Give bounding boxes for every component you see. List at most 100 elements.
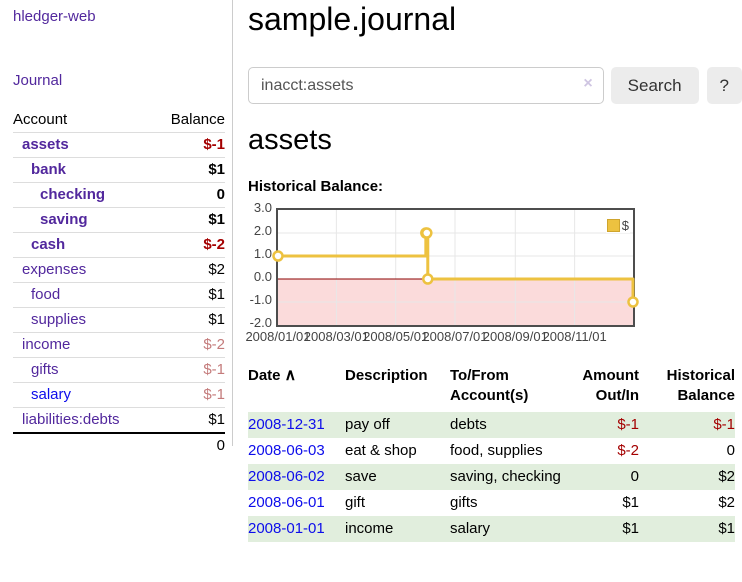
account-link[interactable]: liabilities:debts: [22, 411, 120, 428]
page-title: sample.journal: [248, 1, 457, 37]
account-balance: $1: [208, 211, 225, 228]
transaction-balance: 0: [726, 442, 735, 459]
account-balance: $1: [208, 411, 225, 428]
account-row: gifts $-1: [13, 357, 225, 383]
main-content: sample.journal × Search ? assets Histori…: [245, 0, 742, 542]
account-balance: $1: [208, 311, 225, 328]
search-form: × Search ?: [248, 67, 742, 104]
transaction-amount: $1: [622, 520, 639, 537]
transaction-accounts: debts: [450, 416, 487, 433]
account-balance: $-1: [203, 136, 225, 153]
account-balance: $2: [208, 261, 225, 278]
account-row: cash $-2: [13, 232, 225, 258]
column-header-accounts: To/From Account(s): [450, 367, 529, 404]
transaction-description: income: [345, 520, 394, 537]
account-row: income $-2: [13, 332, 225, 358]
chart-legend: $: [605, 218, 630, 233]
transaction-accounts: saving, checking: [450, 468, 561, 485]
transaction-date-link[interactable]: 2008-06-03: [248, 442, 325, 459]
account-link[interactable]: food: [31, 286, 61, 303]
account-row: liabilities:debts $1: [13, 407, 225, 434]
account-link[interactable]: salary: [31, 386, 72, 403]
legend-label: $: [621, 218, 629, 233]
register-row: 2008-06-03 eat & shop food, supplies $-2…: [248, 438, 735, 464]
transaction-amount: $1: [622, 494, 639, 511]
register-row: 2008-06-01 gift gifts $1 $2: [248, 490, 735, 516]
transaction-date-link[interactable]: 2008-06-01: [248, 494, 325, 511]
account-tree: Account Balance assets $-1 bank $1 check…: [13, 108, 225, 458]
help-button[interactable]: ?: [706, 67, 742, 104]
chart-canvas: [272, 210, 639, 325]
transaction-description: pay off: [345, 416, 390, 433]
account-link[interactable]: supplies: [31, 311, 87, 328]
transaction-amount: $-1: [617, 416, 639, 433]
y-tick-label: 2.0: [253, 223, 272, 238]
account-balance: $-1: [203, 386, 225, 403]
register-table: Date ∧ Description To/From Account(s) Amo…: [248, 364, 735, 542]
x-tick-label: 2008/03/01: [303, 329, 369, 344]
column-header-balance: Historical Balance: [666, 367, 735, 404]
x-tick-label: 2008/07/01: [422, 329, 488, 344]
account-balance: $1: [208, 161, 225, 178]
account-row: saving $1: [13, 207, 225, 233]
transaction-balance: $1: [718, 520, 735, 537]
account-balance: $-2: [203, 236, 225, 253]
account-column-header: Account: [13, 111, 68, 128]
search-button[interactable]: Search: [610, 67, 699, 104]
transaction-accounts: gifts: [450, 494, 478, 511]
sidebar: hledger-web Journal Account Balance asse…: [0, 0, 233, 454]
account-link[interactable]: cash: [31, 236, 66, 253]
y-tick-label: 0.0: [253, 269, 272, 284]
account-balance: $1: [208, 286, 225, 303]
register-row: 2008-06-02 save saving, checking 0 $2: [248, 464, 735, 490]
transaction-description: gift: [345, 494, 366, 511]
transaction-balance: $-1: [713, 416, 735, 433]
column-header-amount: Amount Out/In: [582, 367, 639, 404]
account-row: expenses $2: [13, 257, 225, 283]
account-link[interactable]: income: [22, 336, 71, 353]
transaction-accounts: salary: [450, 520, 491, 537]
chart-plot-area: $: [272, 208, 639, 327]
account-balance: $-2: [203, 336, 225, 353]
transaction-balance: $2: [718, 494, 735, 511]
account-link[interactable]: saving: [40, 211, 88, 228]
account-heading: assets: [248, 124, 332, 156]
legend-swatch-icon: [606, 219, 620, 232]
register-row: 2008-01-01 income salary $1 $1: [248, 516, 735, 542]
account-row: supplies $1: [13, 307, 225, 333]
account-row: checking 0: [13, 182, 225, 208]
chart-title: Historical Balance:: [248, 178, 384, 195]
register-row: 2008-12-31 pay off debts $-1 $-1: [248, 412, 735, 438]
transaction-balance: $2: [718, 468, 735, 485]
historical-balance-chart: 3.0 2.0 1.0 0.0 -1.0 -2.0 $ 2008/01/01 2008/03…: [245, 200, 742, 347]
account-row: assets $-1: [13, 132, 225, 158]
transaction-date-link[interactable]: 2008-06-02: [248, 468, 325, 485]
x-tick-label: 2008/01/01: [245, 329, 311, 344]
account-link[interactable]: gifts: [31, 361, 59, 378]
account-balance: 0: [216, 186, 225, 203]
clear-search-icon[interactable]: ×: [583, 75, 593, 92]
x-tick-label: 2008/11/01: [542, 329, 607, 344]
account-tree-header: Account Balance: [13, 108, 225, 133]
column-header-description: Description: [345, 367, 428, 384]
account-total: 0: [216, 437, 225, 454]
search-input[interactable]: [248, 67, 604, 104]
sort-ascending-icon: ∧: [284, 367, 297, 384]
y-tick-label: 1.0: [253, 246, 272, 261]
account-row: food $1: [13, 282, 225, 308]
transaction-date-link[interactable]: 2008-01-01: [248, 520, 325, 537]
account-link[interactable]: expenses: [22, 261, 87, 278]
account-link[interactable]: checking: [40, 186, 106, 203]
transaction-accounts: food, supplies: [450, 442, 543, 459]
balance-column-header: Balance: [170, 111, 225, 128]
account-link[interactable]: bank: [31, 161, 67, 178]
account-link[interactable]: assets: [22, 136, 69, 153]
sidebar-item-journal[interactable]: Journal: [13, 72, 63, 89]
transaction-date-link[interactable]: 2008-12-31: [248, 416, 325, 433]
register-header-row: Date ∧ Description To/From Account(s) Amo…: [248, 364, 735, 412]
brand-link[interactable]: hledger-web: [13, 8, 96, 25]
y-tick-label: -2.0: [249, 315, 272, 330]
transaction-description: save: [345, 468, 377, 485]
transaction-amount: 0: [630, 468, 639, 485]
account-balance: $-1: [203, 361, 225, 378]
